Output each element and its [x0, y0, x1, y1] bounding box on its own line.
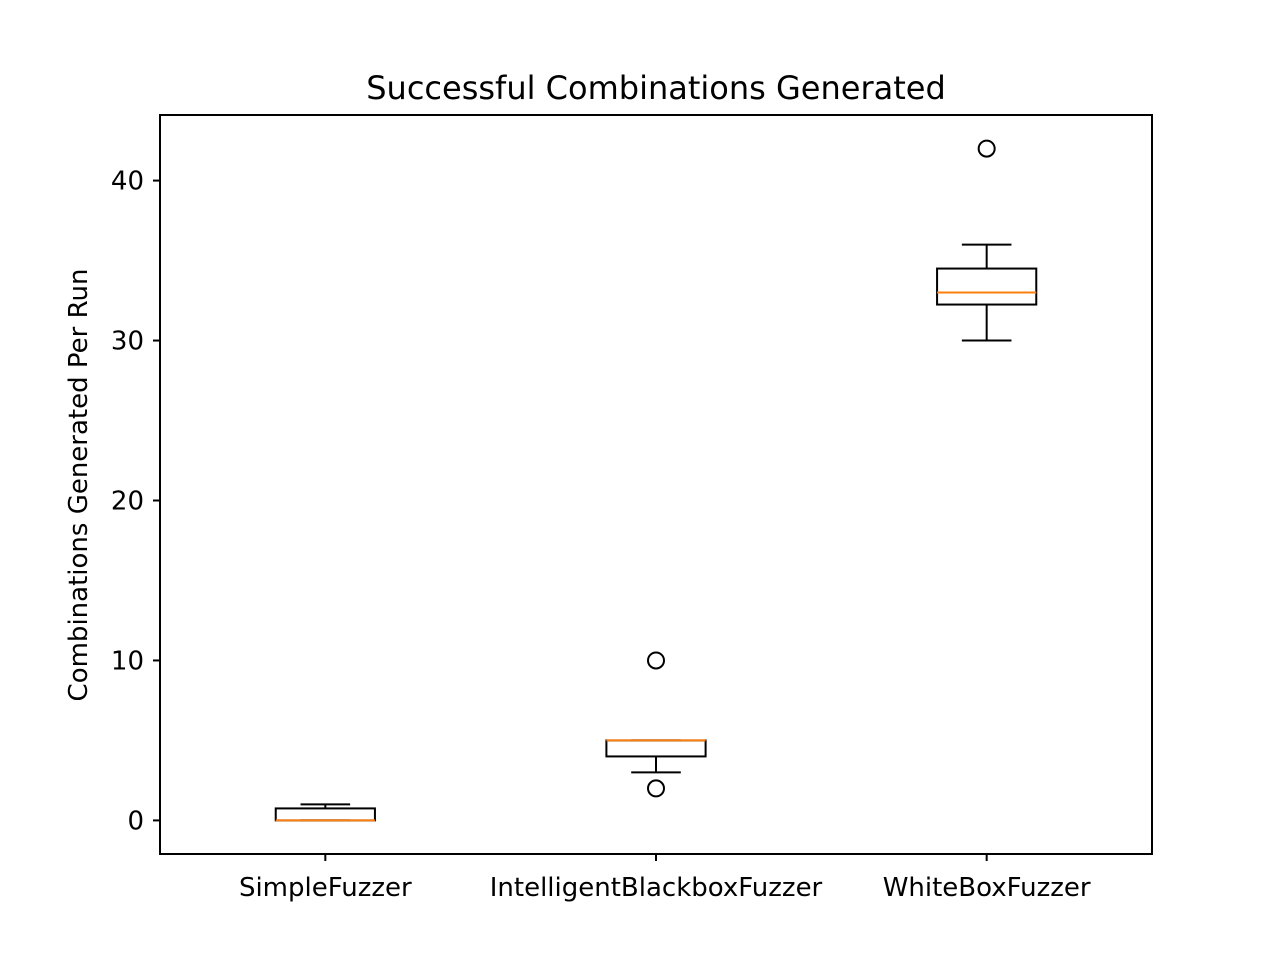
y-axis-label: Combinations Generated Per Run [64, 269, 94, 702]
x-tick-label: WhiteBoxFuzzer [883, 873, 1091, 903]
outlier-point [977, 139, 996, 158]
outlier-point [647, 779, 665, 798]
box [936, 267, 1038, 306]
chart-title: Successful Combinations Generated [366, 69, 946, 107]
plot-frame [159, 114, 1153, 855]
y-tick-label: 30 [111, 327, 144, 357]
plot-area: 0 10 20 30 40 SimpleFuzzer IntelligentBlackbox… [111, 139, 1091, 903]
x-tick-label: SimpleFuzzer [239, 873, 412, 903]
y-tick-label: 0 [127, 806, 144, 836]
outlier-point [647, 651, 665, 670]
y-tick-label: 10 [111, 646, 144, 676]
y-tick-label: 40 [111, 167, 144, 197]
box-group [274, 803, 376, 822]
y-tick-label: 20 [111, 486, 144, 516]
x-tick-label: IntelligentBlackboxFuzzer [490, 873, 823, 903]
box-group [605, 651, 707, 798]
box-group [936, 139, 1038, 342]
